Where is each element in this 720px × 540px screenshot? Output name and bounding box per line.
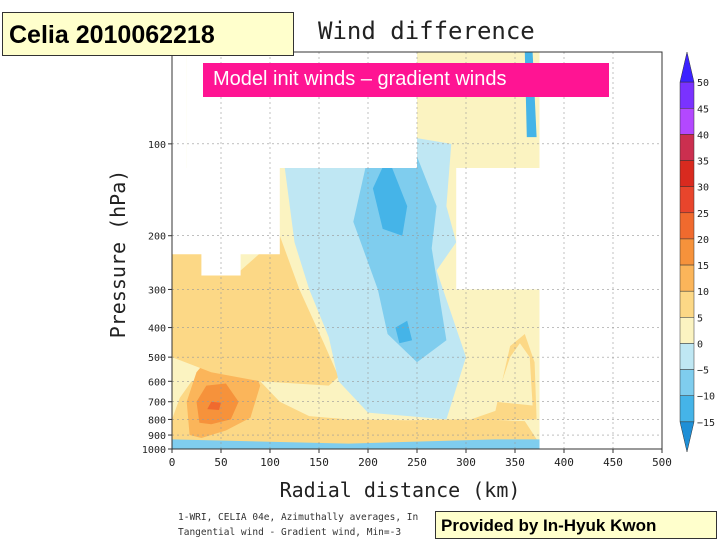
colorbar-swatch [679, 264, 695, 292]
colorbar-swatch [679, 212, 695, 240]
colorbar-swatch [679, 290, 695, 318]
x-tick-label: 350 [505, 456, 525, 469]
x-axis-label: Radial distance (km) [280, 478, 521, 502]
x-tick-label: 200 [358, 456, 378, 469]
x-tick-label: 450 [603, 456, 623, 469]
colorbar-tick-label: 20 [697, 235, 709, 246]
colorbar-swatch [679, 51, 695, 83]
y-tick-label: 700 [148, 398, 166, 409]
masked-region-2 [172, 168, 280, 276]
y-tick-label: 500 [148, 353, 166, 364]
y-tick-label: 300 [148, 285, 166, 296]
y-tick-label: 200 [148, 232, 166, 243]
colorbar-tick-label: 15 [697, 261, 709, 272]
x-axis-ticks: 0 50 100 150 200 250 300 350 400 450 500 [169, 449, 672, 469]
colorbar-tick-label: 30 [697, 183, 709, 194]
colorbar-swatch [679, 369, 695, 396]
footer-notes: 1-WRI, CELIA 04e, Azimuthally averages, … [178, 512, 418, 538]
contour-region-10 [395, 320, 413, 344]
colorbar-tick-label: 5 [697, 313, 703, 324]
x-tick-label: 250 [407, 456, 427, 469]
x-tick-label: 500 [652, 456, 672, 469]
footer-note-line: 1-WRI, CELIA 04e, Azimuthally averages, … [178, 512, 418, 523]
colorbar-swatch [679, 186, 695, 214]
colorbar-tick-label: 0 [697, 339, 703, 350]
y-axis-label: Pressure (hPa) [106, 170, 130, 339]
colorbar-swatch [679, 317, 695, 344]
contour-region-3 [207, 401, 221, 410]
colorbar-swatch [679, 238, 695, 266]
credit-label: Provided by In-Hyuk Kwon [435, 511, 717, 539]
y-tick-label: 100 [148, 140, 166, 151]
colorbar-tick-label: 45 [697, 104, 709, 115]
colorbar-swatch [679, 421, 695, 453]
x-tick-label: 300 [456, 456, 476, 469]
colorbar-tick-label: −5 [697, 366, 709, 377]
colorbar-tick-label: 50 [697, 78, 709, 89]
case-label: Celia 2010062218 [2, 12, 294, 56]
colorbar-swatch [679, 81, 695, 109]
colorbar-tick-label: 40 [697, 130, 709, 141]
masked-region-3 [456, 168, 540, 290]
colorbar-tick-label: 25 [697, 209, 709, 220]
contour-region-8 [353, 156, 447, 363]
x-tick-label: 150 [309, 456, 329, 469]
contour-region-13 [172, 439, 540, 449]
colorbar-tick-label: −15 [697, 418, 715, 429]
masked-region-4 [539, 52, 662, 449]
y-tick-label: 800 [148, 415, 166, 426]
contour-region-9 [372, 156, 408, 236]
colorbar-tick-label: 10 [697, 287, 709, 298]
subtitle-label: Model init winds – gradient winds [203, 63, 609, 97]
y-axis-ticks: 1000 900 800 700 600 500 400 300 200 100 [142, 140, 172, 456]
y-tick-label: 400 [148, 324, 166, 335]
colorbar-swatch [679, 108, 695, 135]
footer-note-line: Tangential wind - Gradient wind, Min=-3 [178, 527, 401, 538]
colorbar-swatch [679, 395, 695, 423]
x-tick-label: 400 [554, 456, 574, 469]
y-tick-label: 1000 [142, 445, 166, 456]
x-tick-label: 50 [214, 456, 227, 469]
chart-title: Wind difference [318, 17, 535, 45]
masked-regions [172, 52, 662, 449]
colorbar-tick-label: 35 [697, 157, 709, 168]
contour-region-0 [172, 376, 540, 447]
grid-lines [171, 51, 663, 450]
colorbar-swatch [679, 134, 695, 161]
y-tick-label: 600 [148, 377, 166, 388]
contour-region-6 [495, 343, 533, 406]
colorbar-swatch [679, 343, 695, 370]
colorbar-swatch [679, 160, 695, 187]
colorbar-tick-label: −10 [697, 392, 715, 403]
x-tick-label: 0 [169, 456, 176, 469]
x-tick-label: 100 [260, 456, 280, 469]
y-tick-label: 900 [148, 431, 166, 442]
masked-region-0 [172, 52, 187, 168]
